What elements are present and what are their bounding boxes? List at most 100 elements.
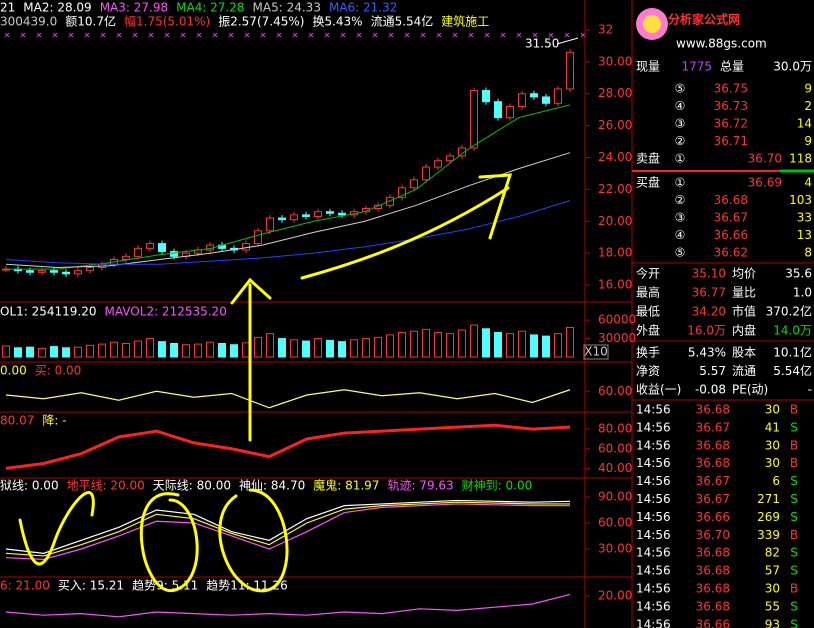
candle bbox=[314, 211, 322, 217]
tick-side: S bbox=[790, 510, 798, 524]
volume-bar bbox=[518, 330, 526, 358]
tick-time: 14:56 bbox=[636, 438, 671, 452]
y-tick-label: 28.00 bbox=[598, 86, 632, 100]
legend-text: 6: 21.00 bbox=[0, 579, 50, 593]
tick-time: 14:56 bbox=[636, 546, 671, 560]
quote-text: ④ bbox=[675, 99, 686, 113]
quote-text: 市值 bbox=[732, 304, 756, 319]
quote-text: 净资 bbox=[636, 364, 660, 378]
y-tick-label: 60.00 bbox=[598, 384, 632, 398]
candle bbox=[530, 93, 538, 98]
quote-text: 总量 bbox=[720, 60, 744, 74]
legend-text: MA5: 24.33 bbox=[253, 1, 321, 15]
legend-text: 买入: 15.21 bbox=[58, 579, 124, 593]
volume-bar bbox=[146, 338, 154, 358]
quote-text: 4 bbox=[804, 176, 812, 190]
candle bbox=[458, 147, 466, 157]
legend-text: OL1: 254119.20 bbox=[0, 305, 97, 319]
tick-volume: 30 bbox=[765, 438, 780, 452]
unit-label: X10 bbox=[584, 345, 608, 359]
quote-text: 36.75 bbox=[714, 82, 748, 96]
tick-time: 14:56 bbox=[636, 617, 671, 628]
candle bbox=[326, 211, 334, 214]
indicator-line bbox=[5, 389, 571, 409]
tick-volume: 30 bbox=[765, 582, 780, 596]
y-tick-label: 26.00 bbox=[598, 118, 632, 132]
tick-side: B bbox=[790, 403, 798, 417]
quote-text: ⑤ bbox=[675, 82, 686, 96]
volume-bar bbox=[362, 338, 370, 358]
quote-text: 9 bbox=[804, 134, 812, 148]
tick-price: 36.68 bbox=[696, 438, 730, 452]
candle bbox=[38, 270, 46, 273]
volume-bar bbox=[422, 328, 430, 358]
legend-text: 魔鬼: 81.97 bbox=[313, 478, 379, 493]
candle bbox=[446, 155, 454, 162]
quote-text: -0.08 bbox=[695, 383, 726, 397]
quote-text: 5.54亿 bbox=[773, 363, 812, 378]
quote-text: 均价 bbox=[732, 267, 756, 281]
candle bbox=[254, 230, 262, 245]
candle bbox=[86, 266, 94, 272]
tick-time: 14:56 bbox=[636, 403, 671, 417]
volume-bar bbox=[290, 339, 298, 358]
candle bbox=[434, 160, 442, 168]
volume-bar bbox=[398, 331, 406, 358]
y-tick-label: 24.00 bbox=[598, 150, 632, 164]
y-tick-label: 30.00 bbox=[598, 54, 632, 68]
tick-time: 14:56 bbox=[636, 492, 671, 506]
quote-text: 8 bbox=[804, 246, 812, 260]
tick-side: S bbox=[790, 564, 798, 578]
volume-bar bbox=[194, 343, 202, 358]
volume-bar bbox=[266, 333, 274, 358]
legend-text: 幅1.75(5.01%) bbox=[124, 14, 210, 29]
volume-bar bbox=[206, 341, 214, 358]
indicator-line bbox=[5, 501, 570, 557]
tick-volume: 271 bbox=[757, 492, 780, 506]
quote-text: 36.77 bbox=[692, 286, 726, 300]
indicator-line bbox=[5, 499, 571, 554]
y-tick-label: 40.00 bbox=[598, 461, 632, 475]
tick-volume: 269 bbox=[757, 510, 780, 524]
volume-bar bbox=[254, 336, 262, 358]
tick-volume: 93 bbox=[765, 617, 780, 628]
quote-text: ④ bbox=[675, 228, 686, 242]
ma-line bbox=[5, 200, 571, 265]
tick-price: 36.68 bbox=[696, 456, 730, 470]
candle bbox=[338, 212, 346, 216]
tick-time: 14:56 bbox=[636, 599, 671, 613]
tick-side: S bbox=[790, 492, 798, 506]
candle bbox=[50, 270, 58, 273]
y-tick-label: 30.00 bbox=[598, 541, 632, 555]
volume-bar bbox=[410, 330, 418, 358]
volume-bar bbox=[494, 331, 502, 358]
indicator-line bbox=[5, 423, 571, 470]
legend-text: 地平线: 20.00 bbox=[67, 479, 145, 493]
annotations bbox=[18, 173, 513, 593]
candle bbox=[494, 101, 502, 119]
tick-price: 36.67 bbox=[696, 474, 730, 488]
quote-text: 370.2亿 bbox=[766, 304, 812, 319]
quote-text: 118 bbox=[789, 152, 812, 166]
quote-text: ③ bbox=[675, 211, 686, 225]
quote-text: 14 bbox=[797, 117, 812, 131]
quote-text: 今开 bbox=[636, 266, 660, 281]
candle bbox=[74, 270, 82, 275]
tick-price: 36.67 bbox=[696, 492, 730, 506]
volume-bar bbox=[506, 333, 514, 358]
legend-text: 80.07 bbox=[0, 414, 34, 428]
quote-text: 13 bbox=[797, 228, 812, 242]
legend-text: 神仙: 84.70 bbox=[239, 479, 305, 493]
logo-url: www.88gs.com bbox=[676, 37, 767, 51]
high-leader bbox=[556, 37, 579, 45]
volume-bar bbox=[86, 344, 94, 358]
volume-bar bbox=[38, 347, 46, 358]
candle bbox=[62, 271, 70, 275]
legend-text: MA6: 21.32 bbox=[329, 1, 397, 15]
volume-bar bbox=[302, 340, 310, 358]
legend-text: 财神到: 0.00 bbox=[462, 479, 533, 493]
quote-text: 30.0万 bbox=[773, 60, 812, 74]
unit-box bbox=[583, 344, 609, 360]
